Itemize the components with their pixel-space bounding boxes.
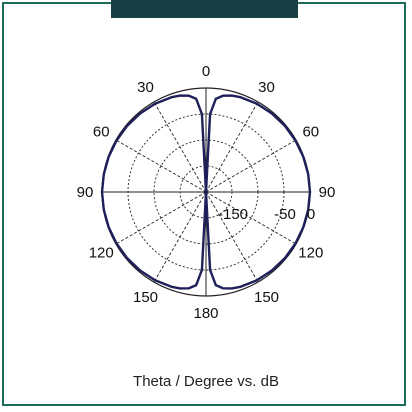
tick-labels: 0 30 60 90 120 150 180 150 120 90 60 30 -150 -50 0 bbox=[77, 63, 336, 322]
grid-spoke bbox=[115, 191, 207, 245]
grid-spoke bbox=[205, 191, 297, 245]
angle-tick-label: 30 bbox=[137, 79, 154, 96]
angle-tick-label: 180 bbox=[193, 305, 218, 322]
pattern-curve-layer bbox=[100, 94, 312, 290]
top-banner bbox=[111, 0, 298, 18]
radial-tick-label: -150 bbox=[218, 206, 248, 223]
angle-tick-label: 60 bbox=[93, 124, 110, 141]
angle-tick-label: 60 bbox=[302, 124, 319, 141]
grid-spoke bbox=[115, 139, 207, 193]
grid-spoke bbox=[205, 191, 259, 283]
angle-tick-label: 30 bbox=[258, 79, 275, 96]
radial-tick-label: 0 bbox=[307, 206, 315, 223]
angle-tick-label: 150 bbox=[133, 289, 158, 306]
angle-tick-label: 0 bbox=[202, 63, 210, 80]
angle-tick-label: 150 bbox=[254, 289, 279, 306]
angle-tick-label: 120 bbox=[89, 245, 114, 262]
pattern-curve-right bbox=[204, 94, 312, 290]
angle-tick-label: 90 bbox=[319, 184, 336, 201]
grid-spoke bbox=[153, 191, 207, 283]
radial-tick-label: -50 bbox=[274, 206, 296, 223]
chart-frame bbox=[2, 2, 406, 406]
pattern-curve-left bbox=[100, 94, 208, 290]
angle-tick-label: 90 bbox=[77, 184, 94, 201]
grid-spoke bbox=[205, 139, 297, 193]
angle-tick-label: 120 bbox=[298, 245, 323, 262]
grid-spoke bbox=[153, 101, 207, 193]
grid-spoke bbox=[205, 101, 259, 193]
chart-caption: Theta / Degree vs. dB bbox=[133, 373, 279, 390]
